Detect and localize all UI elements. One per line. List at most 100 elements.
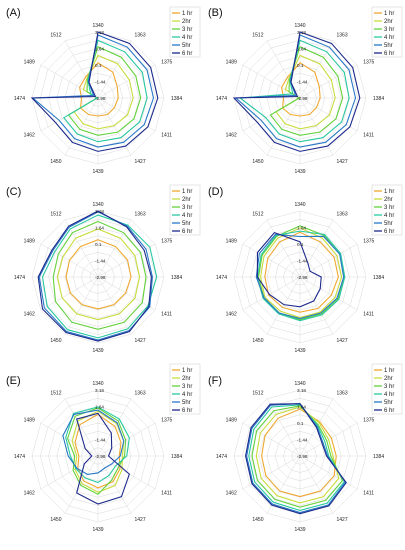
series-line-2 bbox=[56, 228, 141, 321]
series-line-1 bbox=[65, 239, 132, 310]
legend-entry: 1 hr bbox=[384, 189, 394, 195]
grid-spoke bbox=[97, 276, 132, 335]
series-line-6 bbox=[75, 412, 131, 505]
series-line-4 bbox=[65, 406, 130, 484]
grid-spoke bbox=[97, 398, 132, 457]
category-label: 1450 bbox=[252, 338, 263, 344]
category-label: 1340 bbox=[92, 202, 103, 208]
legend-entry: 1 hr bbox=[182, 11, 192, 17]
legend-entry: 2hr bbox=[384, 19, 393, 25]
category-label: 1489 bbox=[24, 59, 35, 65]
legend-entry: 4 hr bbox=[384, 392, 394, 398]
legend: 1 hr 2hr 3 hr 4 hr 5hr 6 hr bbox=[371, 6, 403, 58]
grid-spoke bbox=[266, 276, 301, 335]
category-label: 1427 bbox=[337, 159, 348, 165]
category-label: 1375 bbox=[161, 417, 172, 423]
grid-spoke bbox=[266, 398, 301, 457]
series-line-2 bbox=[260, 227, 343, 319]
series-line-3 bbox=[251, 405, 344, 508]
category-label: 1411 bbox=[161, 132, 172, 138]
radar-panel-1: 3.18 1.64 0.1 -1.44 -2.98 1340 1363 1375 1384 141… bbox=[6, 6, 201, 175]
legend-entry: 4 hr bbox=[384, 213, 394, 219]
category-label: 1411 bbox=[161, 311, 172, 317]
category-label: 1462 bbox=[24, 490, 35, 496]
series-line-5 bbox=[38, 211, 153, 341]
grid-spoke bbox=[299, 243, 358, 278]
grid-spoke bbox=[97, 40, 132, 99]
legend-entry: 3 hr bbox=[182, 205, 192, 211]
legend-entry: 3 hr bbox=[182, 384, 192, 390]
tick-label: 0.1 bbox=[297, 242, 304, 247]
grid-spoke bbox=[97, 455, 156, 490]
category-label: 1439 bbox=[92, 348, 103, 354]
grid-spoke bbox=[64, 97, 99, 156]
series-line-4 bbox=[41, 214, 158, 339]
category-label: 1450 bbox=[50, 338, 61, 344]
tick-label: -2.98 bbox=[95, 275, 106, 280]
tick-label: 1.64 bbox=[95, 405, 104, 410]
series-line-3 bbox=[269, 46, 344, 136]
tick-label: 1.64 bbox=[95, 226, 104, 231]
panel-label: (D) bbox=[208, 186, 223, 198]
legend-entry: 5hr bbox=[384, 221, 393, 227]
legend-entry: 2hr bbox=[182, 19, 191, 25]
series-line-3 bbox=[52, 220, 147, 330]
grid-spoke bbox=[97, 97, 156, 132]
grid-spoke bbox=[242, 243, 301, 278]
legend-entry: 5hr bbox=[182, 43, 191, 49]
category-label: 1375 bbox=[161, 238, 172, 244]
category-label: 1384 bbox=[373, 454, 384, 460]
series-line-3 bbox=[66, 407, 127, 496]
tick-label: 3.18 bbox=[297, 30, 306, 35]
category-label: 1439 bbox=[294, 169, 305, 175]
radar-panel-3: 3.18 1.64 0.1 -1.44 -2.98 1340 1363 1375 1384 141… bbox=[6, 184, 201, 354]
legend: 1 hr 2hr 3 hr 4 hr 5hr 6 hr bbox=[371, 184, 403, 236]
category-label: 1340 bbox=[92, 381, 103, 387]
category-label: 1411 bbox=[363, 490, 374, 496]
category-label: 1450 bbox=[50, 517, 61, 523]
legend-entry: 3 hr bbox=[384, 205, 394, 211]
series-line-2 bbox=[275, 54, 336, 130]
category-label: 1474 bbox=[14, 454, 25, 460]
series-line-4 bbox=[238, 39, 350, 143]
legend-entry: 1 hr bbox=[182, 189, 192, 195]
legend-entry: 4 hr bbox=[182, 392, 192, 398]
grid-spoke bbox=[97, 64, 156, 99]
series-line-2 bbox=[255, 406, 340, 504]
series-line-4 bbox=[63, 39, 148, 143]
tick-label: 3.18 bbox=[297, 388, 306, 393]
legend-box bbox=[371, 184, 403, 236]
category-label: 1384 bbox=[171, 96, 182, 102]
tick-label: -1.44 bbox=[95, 438, 106, 443]
series-line-3 bbox=[67, 46, 142, 136]
tick-label: -2.98 bbox=[297, 96, 308, 101]
legend-entry: 1 hr bbox=[182, 368, 192, 374]
category-label: 1411 bbox=[363, 311, 374, 317]
legend-box bbox=[371, 363, 403, 415]
tick-label: -2.98 bbox=[95, 96, 106, 101]
category-label: 1427 bbox=[337, 517, 348, 523]
legend-entry: 2hr bbox=[182, 376, 191, 382]
category-label: 1462 bbox=[24, 132, 35, 138]
tick-label: 0.1 bbox=[297, 421, 304, 426]
category-label: 1427 bbox=[135, 517, 146, 523]
radar-panel-5: 3.18 1.64 -1.44 -2.98 1340 1363 1375 1384 1411 14… bbox=[6, 363, 201, 533]
legend-entry: 1 hr bbox=[384, 368, 394, 374]
legend-entry: 1 hr bbox=[384, 11, 394, 17]
category-label: 1474 bbox=[216, 96, 227, 102]
grid-spoke bbox=[40, 455, 99, 490]
legend-entry: 2hr bbox=[182, 197, 191, 203]
category-label: 1363 bbox=[135, 33, 146, 39]
tick-label: 1.64 bbox=[297, 405, 306, 410]
series-line-5 bbox=[31, 34, 155, 148]
grid-spoke bbox=[64, 276, 99, 335]
grid-spoke bbox=[40, 422, 99, 457]
legend-entry: 6 hr bbox=[182, 408, 192, 414]
grid-spoke bbox=[266, 97, 301, 156]
tick-label: -1.44 bbox=[297, 438, 308, 443]
category-label: 1450 bbox=[252, 159, 263, 165]
category-label: 1439 bbox=[92, 527, 103, 533]
tick-label: -1.44 bbox=[95, 259, 106, 264]
legend-entry: 4 hr bbox=[182, 213, 192, 219]
grid-spoke bbox=[64, 455, 99, 514]
